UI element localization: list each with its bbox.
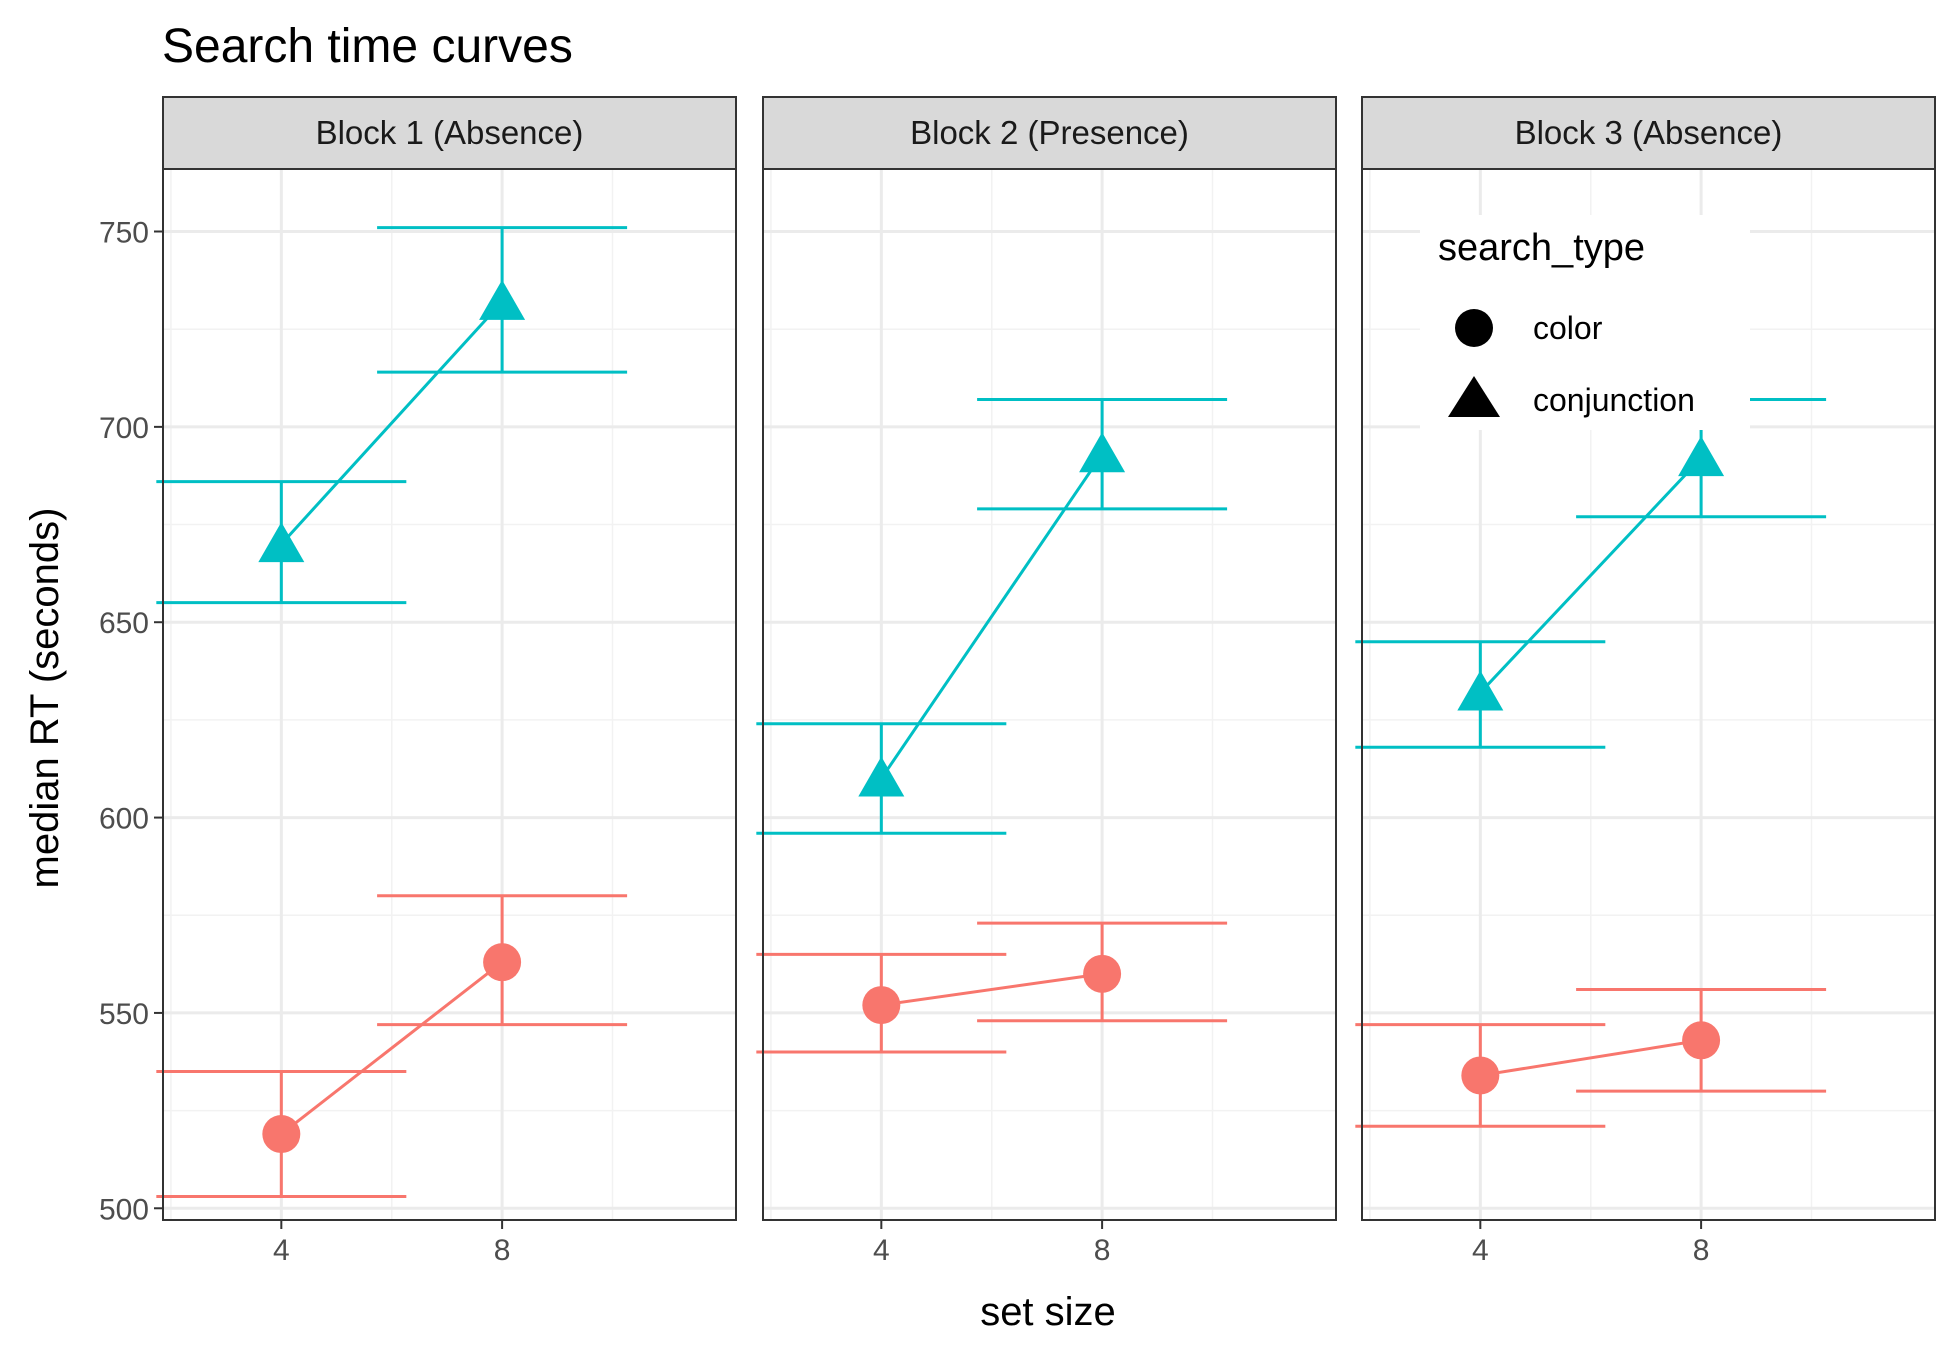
x-tick-label: 8 bbox=[1693, 1234, 1710, 1267]
data-point-circle bbox=[262, 1115, 301, 1154]
series-line bbox=[1480, 1038, 1702, 1077]
y-tick-label: 650 bbox=[99, 607, 149, 640]
facet-strip-label: Block 3 (Absence) bbox=[1515, 114, 1783, 151]
x-tick-label: 4 bbox=[1472, 1234, 1489, 1267]
series-line bbox=[280, 300, 504, 546]
y-tick-label: 550 bbox=[99, 998, 149, 1031]
series-line bbox=[1479, 457, 1703, 694]
series-color bbox=[156, 894, 628, 1199]
panel-border bbox=[1361, 168, 1936, 1221]
data-point-triangle bbox=[258, 522, 305, 563]
facet-panel-2: Block 2 (Presence) 4 8 bbox=[756, 96, 1337, 1267]
x-tick-label: 8 bbox=[1094, 1234, 1111, 1267]
facet-panel-1: Block 1 (Absence) 4 8 500 550 600 650 700 750 bbox=[99, 96, 737, 1267]
facet-strip bbox=[1361, 96, 1936, 170]
legend-key-circle bbox=[1455, 309, 1493, 347]
series-conjunction bbox=[156, 226, 628, 605]
facet-strip bbox=[762, 96, 1337, 170]
data-point-circle bbox=[1083, 954, 1122, 993]
facet-panels: Block 1 (Absence)4 8500550600650700750Blo… bbox=[99, 96, 1936, 1267]
facet-strip-label: Block 2 (Presence) bbox=[910, 114, 1189, 151]
legend-title: search_type bbox=[1438, 227, 1645, 269]
data-point-circle bbox=[483, 943, 522, 982]
x-tick-label: 4 bbox=[273, 1234, 290, 1267]
data-point-triangle bbox=[1457, 670, 1504, 711]
y-axis-title: median RT (seconds) bbox=[23, 508, 67, 889]
legend-item-color: color bbox=[1455, 309, 1603, 347]
y-tick-label: 750 bbox=[99, 217, 149, 250]
series-color bbox=[756, 921, 1228, 1054]
legend-label: color bbox=[1533, 310, 1603, 346]
panel-background bbox=[763, 169, 1336, 1220]
series-line bbox=[880, 453, 1104, 780]
legend-item-conjunction: conjunction bbox=[1448, 376, 1695, 418]
chart-title: Search time curves bbox=[162, 20, 573, 73]
panel-border bbox=[162, 168, 737, 1221]
series-conjunction bbox=[756, 398, 1228, 835]
legend-label: conjunction bbox=[1533, 382, 1695, 418]
x-tick-label: 8 bbox=[494, 1234, 511, 1267]
data-point-circle bbox=[1682, 1021, 1721, 1060]
panel-background bbox=[163, 169, 736, 1220]
panel-border bbox=[762, 168, 1337, 1221]
facet-strip bbox=[162, 96, 737, 170]
data-point-circle bbox=[1461, 1056, 1500, 1095]
data-point-triangle bbox=[1678, 436, 1725, 477]
facet-strip-label: Block 1 (Absence) bbox=[316, 114, 584, 151]
x-tick-label: 4 bbox=[873, 1234, 890, 1267]
data-point-circle bbox=[862, 986, 901, 1025]
y-tick-label: 700 bbox=[99, 412, 149, 445]
legend-key-triangle bbox=[1448, 376, 1500, 417]
data-point-triangle bbox=[858, 756, 905, 797]
series-line bbox=[881, 972, 1103, 1007]
x-axis-title: set size bbox=[980, 1290, 1116, 1334]
y-tick-label: 600 bbox=[99, 803, 149, 836]
series-color bbox=[1355, 987, 1827, 1128]
y-tick-label: 500 bbox=[99, 1193, 149, 1226]
data-point-triangle bbox=[1079, 432, 1126, 473]
data-point-triangle bbox=[479, 279, 526, 320]
series-line bbox=[280, 960, 504, 1136]
